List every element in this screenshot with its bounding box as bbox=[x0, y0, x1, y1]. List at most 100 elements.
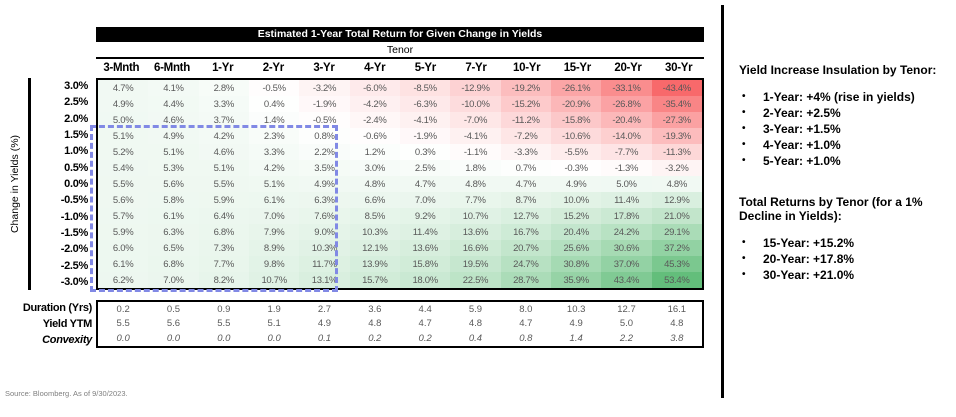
heatmap-cell: 7.6% bbox=[299, 208, 350, 224]
bullet-icon: • bbox=[742, 106, 746, 118]
heatmap-cell: -1.9% bbox=[299, 96, 350, 112]
heatmap-cell: 12.7% bbox=[500, 208, 551, 224]
heatmap-cell: 6.4% bbox=[198, 208, 249, 224]
heatmap-cell: -10.0% bbox=[450, 96, 501, 112]
heatmap-cell: 5.2% bbox=[98, 144, 149, 160]
heatmap-cell: 4.9% bbox=[299, 176, 350, 192]
heatmap-cell: -14.0% bbox=[601, 128, 652, 144]
heatmap-cell: 7.0% bbox=[148, 272, 199, 288]
heatmap-cell: 13.9% bbox=[349, 256, 400, 272]
column-header: 6-Mnth bbox=[154, 62, 190, 74]
heatmap-cell: 1.2% bbox=[349, 144, 400, 160]
heatmap-cell: 20.4% bbox=[550, 224, 602, 240]
footer-cell: 4.8 bbox=[468, 318, 483, 330]
heatmap-cell: -43.4% bbox=[651, 80, 702, 96]
heatmap-cell: 16.7% bbox=[500, 224, 551, 240]
heatmap-cell: 28.7% bbox=[500, 272, 551, 288]
y-axis-label: Change in Yields (%) bbox=[9, 134, 21, 234]
row-label: -3.0% bbox=[60, 275, 89, 288]
heatmap-cell: 21.0% bbox=[651, 208, 702, 224]
heatmap-cell: 6.1% bbox=[248, 192, 300, 208]
bullet-icon: • bbox=[742, 138, 746, 150]
side-panel-gap bbox=[739, 169, 951, 195]
heatmap-cell: 5.4% bbox=[98, 160, 149, 176]
heatmap-cell: 5.9% bbox=[198, 192, 249, 208]
heatmap-cell: -26.8% bbox=[601, 96, 652, 112]
heatmap-cell: 17.8% bbox=[601, 208, 652, 224]
heatmap-cell: -6.3% bbox=[399, 96, 451, 112]
footer-cell: 0.2 bbox=[116, 303, 130, 315]
insulation-bullet: • 1-Year: +4% (rise in yields) bbox=[739, 89, 951, 105]
returns-heading: Total Returns by Tenor (for a 1% Decline… bbox=[739, 194, 923, 224]
heatmap-cell: 4.7% bbox=[399, 176, 451, 192]
source-note: Source: Bloomberg. As of 9/30/2023. bbox=[5, 389, 128, 398]
heatmap-cell: 2.8% bbox=[198, 80, 249, 96]
heatmap-cell: -11.3% bbox=[651, 144, 702, 160]
footer-cell: 5.0 bbox=[619, 318, 634, 330]
heatmap-cell: 10.0% bbox=[550, 192, 602, 208]
heatmap-cell: -20.9% bbox=[550, 96, 602, 112]
insulation-bullet: • 4-Year: +1.0% bbox=[739, 137, 951, 153]
returns-bullet: • 20-Year: +17.8% bbox=[739, 251, 951, 267]
footer-cell: 0.0 bbox=[116, 333, 130, 345]
heatmap-cell: 18.0% bbox=[399, 272, 451, 288]
heatmap-cell: 0.7% bbox=[500, 160, 551, 176]
row-label: -1.0% bbox=[60, 210, 89, 223]
heatmap-cell: -19.3% bbox=[651, 128, 702, 144]
heatmap-cell: 35.9% bbox=[550, 272, 602, 288]
heatmap-cell: -0.3% bbox=[550, 160, 602, 176]
heatmap-cell: -20.4% bbox=[601, 112, 652, 128]
heatmap-cell: 0.8% bbox=[299, 128, 350, 144]
heatmap-cell: 9.2% bbox=[399, 208, 451, 224]
footer-cell: 4.9 bbox=[569, 318, 583, 330]
heatmap-cell: -27.3% bbox=[651, 112, 702, 128]
row-label: 2.5% bbox=[64, 96, 88, 109]
insulation-bullet-text: 1-Year: +4% (rise in yields) bbox=[763, 89, 915, 104]
footer-cell: 0.0 bbox=[267, 333, 281, 345]
heatmap-cell: 5.8% bbox=[148, 192, 199, 208]
column-headers: 3-Mnth 6-Mnth 1-Yr 2-Yr 3-Yr 4-Yr 5-Yr 7-Yr 10-Y… bbox=[96, 59, 704, 78]
heatmap-cell: -15.2% bbox=[500, 96, 551, 112]
footer-cell: 3.8 bbox=[670, 333, 684, 345]
heatmap-cell: 5.1% bbox=[198, 160, 249, 176]
heatmap-cell: 6.1% bbox=[148, 208, 199, 224]
insulation-bullet: • 3-Year: +1.5% bbox=[739, 121, 951, 137]
heatmap-cell: 8.9% bbox=[248, 240, 300, 256]
column-header: 1-Yr bbox=[212, 62, 234, 74]
heatmap-cell: 15.2% bbox=[550, 208, 602, 224]
footer-cell: 5.5 bbox=[217, 318, 231, 330]
y-axis-label-wrap: Change in Yields (%) bbox=[0, 78, 30, 290]
heatmap-cell: 12.9% bbox=[651, 192, 702, 208]
heatmap-cell: 0.4% bbox=[248, 96, 300, 112]
footer-cell: 5.5 bbox=[116, 318, 130, 330]
heatmap-cell: 8.2% bbox=[198, 272, 249, 288]
footer-cell: 5.6 bbox=[166, 318, 181, 330]
heatmap-cell: 11.4% bbox=[601, 192, 652, 208]
column-header: 3-Mnth bbox=[103, 62, 140, 74]
heatmap-cell: 4.4% bbox=[148, 96, 199, 112]
heatmap-cell: 4.6% bbox=[148, 112, 199, 128]
insulation-bullet-text: 5-Year: +1.0% bbox=[763, 153, 841, 168]
bullet-icon: • bbox=[742, 154, 746, 166]
heatmap-cell: 22.5% bbox=[450, 272, 501, 288]
heatmap-cell: 4.6% bbox=[198, 144, 249, 160]
heatmap-cell: 53.4% bbox=[651, 272, 702, 288]
heatmap-cell: 1.8% bbox=[450, 160, 501, 176]
footer-cell: 8.0 bbox=[519, 303, 533, 315]
side-panel: Yield Increase Insulation by Tenor: • 1-Y… bbox=[739, 63, 951, 283]
heatmap-cell: -5.5% bbox=[550, 144, 602, 160]
heatmap-cell: 2.5% bbox=[399, 160, 451, 176]
footer-cell: 4.7 bbox=[418, 318, 432, 330]
heatmap-cell: 19.5% bbox=[450, 256, 501, 272]
heatmap-cell: 7.0% bbox=[248, 208, 300, 224]
heatmap-cell: 4.1% bbox=[148, 80, 199, 96]
heatmap-cell: -1.1% bbox=[450, 144, 501, 160]
heatmap-cell: 3.0% bbox=[349, 160, 400, 176]
heatmap-cell: 6.3% bbox=[299, 192, 350, 208]
heatmap-cell: -10.6% bbox=[550, 128, 602, 144]
heatmap-cell: 5.0% bbox=[98, 112, 149, 128]
insulation-bullet: • 5-Year: +1.0% bbox=[739, 153, 951, 169]
heatmap-cell: 7.9% bbox=[248, 224, 300, 240]
heatmap-cell: -35.4% bbox=[651, 96, 702, 112]
heatmap-cell: -4.1% bbox=[450, 128, 501, 144]
